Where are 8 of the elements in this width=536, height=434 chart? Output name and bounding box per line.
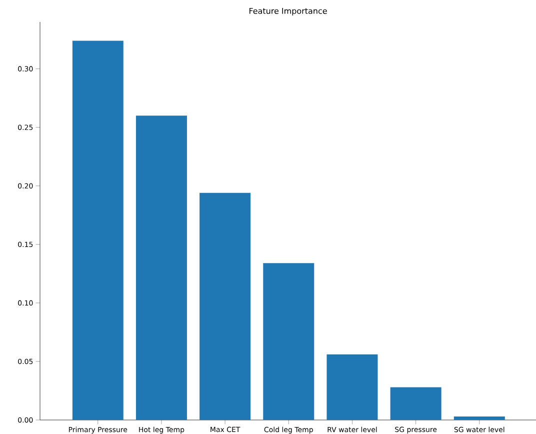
bar: [136, 116, 187, 420]
bar: [454, 416, 505, 420]
bar: [326, 354, 378, 420]
bar: [263, 263, 314, 420]
bar: [72, 40, 124, 420]
bar: [390, 387, 442, 420]
chart-title: Feature Importance: [249, 8, 327, 16]
bar: [200, 192, 251, 420]
